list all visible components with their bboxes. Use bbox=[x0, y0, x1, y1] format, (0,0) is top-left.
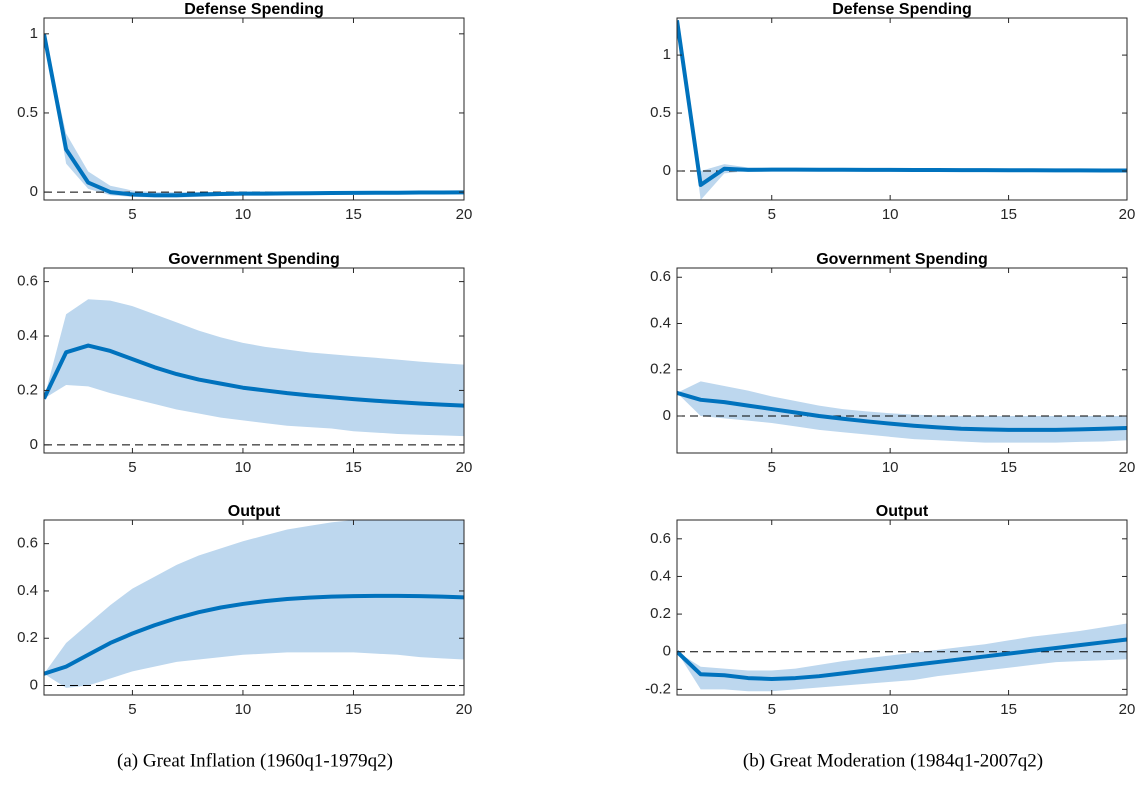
y-tick-label: 0.6 bbox=[650, 530, 671, 547]
y-tick-label: 0 bbox=[30, 677, 38, 694]
x-tick-label: 20 bbox=[1119, 459, 1136, 476]
axes-box bbox=[43, 519, 465, 696]
axes-box bbox=[43, 267, 465, 454]
confidence-band bbox=[677, 623, 1127, 692]
plot-area bbox=[44, 33, 464, 198]
confidence-band bbox=[44, 299, 464, 437]
x-tick-label: 5 bbox=[768, 206, 776, 223]
x-tick-label: 5 bbox=[128, 701, 136, 718]
x-tick-label: 5 bbox=[768, 701, 776, 718]
x-tick-label: 20 bbox=[1119, 701, 1136, 718]
irf-line bbox=[44, 33, 464, 198]
y-tick-label: 0 bbox=[663, 643, 671, 660]
y-tick-label: 0.2 bbox=[650, 361, 671, 378]
x-tick-label: 10 bbox=[235, 459, 252, 476]
plot-content bbox=[677, 623, 1127, 692]
caption: (b) Great Moderation (1984q1-2007q2) bbox=[743, 750, 1043, 771]
plot-content bbox=[44, 520, 464, 688]
plot-content bbox=[677, 20, 1127, 200]
y-tick-label: 0 bbox=[30, 183, 38, 200]
y-tick-label: 0.6 bbox=[17, 535, 38, 552]
axes-background bbox=[44, 18, 464, 200]
x-tick-label: 15 bbox=[1000, 206, 1017, 223]
plot-area bbox=[677, 623, 1127, 692]
x-tick-label: 5 bbox=[128, 459, 136, 476]
x-tick-label: 5 bbox=[768, 459, 776, 476]
y-tick-label: 0.6 bbox=[17, 273, 38, 290]
x-tick-label: 15 bbox=[345, 459, 362, 476]
plot-area bbox=[44, 520, 464, 688]
y-tick-label: 0.2 bbox=[17, 629, 38, 646]
axes-box bbox=[43, 17, 465, 201]
plot-content bbox=[44, 299, 464, 446]
plot-content bbox=[44, 33, 464, 198]
x-tick-label: 15 bbox=[1000, 459, 1017, 476]
x-tick-label: 20 bbox=[456, 459, 473, 476]
chart-title: Defense Spending bbox=[832, 1, 972, 18]
caption: (a) Great Inflation (1960q1-1979q2) bbox=[117, 750, 393, 771]
confidence-band bbox=[677, 381, 1127, 443]
plot-area bbox=[677, 20, 1127, 200]
x-tick-label: 20 bbox=[1119, 206, 1136, 223]
y-tick-label: 0.4 bbox=[17, 327, 38, 344]
chart-title: Output bbox=[228, 503, 281, 520]
y-tick-label: 1 bbox=[663, 46, 671, 63]
x-tick-label: 20 bbox=[456, 206, 473, 223]
x-tick-label: 10 bbox=[235, 206, 252, 223]
x-tick-label: 15 bbox=[1000, 701, 1017, 718]
y-tick-label: 0.5 bbox=[17, 104, 38, 121]
y-tick-label: 0 bbox=[663, 162, 671, 179]
y-tick-label: 0.4 bbox=[650, 567, 671, 584]
y-tick-label: 0.4 bbox=[650, 314, 671, 331]
x-tick-label: 5 bbox=[128, 206, 136, 223]
x-tick-label: 10 bbox=[882, 701, 899, 718]
irf-line bbox=[44, 343, 464, 408]
y-tick-label: 1 bbox=[30, 25, 38, 42]
x-tick-label: 10 bbox=[882, 459, 899, 476]
plot-area bbox=[44, 299, 464, 446]
y-tick-label: 0.2 bbox=[17, 381, 38, 398]
axes-box bbox=[676, 17, 1128, 201]
irf-line bbox=[677, 637, 1127, 682]
chart-title: Government Spending bbox=[168, 251, 340, 268]
chart-title: Government Spending bbox=[816, 251, 988, 268]
axes-background bbox=[677, 18, 1127, 200]
y-tick-label: -0.2 bbox=[645, 680, 671, 697]
y-tick-label: 0 bbox=[30, 436, 38, 453]
y-tick-label: 0 bbox=[663, 407, 671, 424]
x-tick-label: 15 bbox=[345, 206, 362, 223]
plot-area bbox=[677, 381, 1127, 443]
y-tick-label: 0.4 bbox=[17, 582, 38, 599]
irf-line bbox=[44, 593, 464, 676]
irf-line bbox=[677, 390, 1127, 432]
y-tick-label: 0.5 bbox=[650, 104, 671, 121]
plot-content bbox=[677, 381, 1127, 443]
chart-title: Output bbox=[876, 503, 929, 520]
y-tick-label: 0.2 bbox=[650, 605, 671, 622]
x-tick-label: 15 bbox=[345, 701, 362, 718]
x-tick-label: 20 bbox=[456, 701, 473, 718]
x-tick-label: 10 bbox=[235, 701, 252, 718]
irf-line bbox=[677, 20, 1127, 187]
x-tick-label: 10 bbox=[882, 206, 899, 223]
chart-title: Defense Spending bbox=[184, 1, 324, 18]
axes-box bbox=[676, 267, 1128, 454]
y-tick-label: 0.6 bbox=[650, 268, 671, 285]
axes-box bbox=[676, 519, 1128, 696]
